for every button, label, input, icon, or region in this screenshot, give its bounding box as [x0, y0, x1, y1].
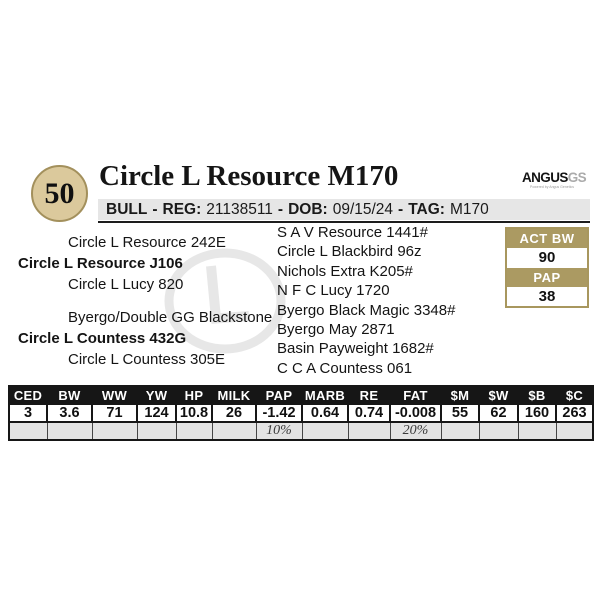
tag-label: TAG:	[408, 200, 445, 218]
great-grandparent-name: C C A Countess 061	[277, 359, 413, 377]
epd-percentile-row: 10% 20%	[8, 421, 594, 441]
epd-percentile-cell: 10%	[255, 421, 303, 441]
epd-percentile-cell	[8, 421, 48, 441]
epd-header-cell: FAT	[389, 385, 442, 405]
epd-value-cell: 124	[136, 403, 177, 423]
stats-box: ACT BW 90 PAP 38	[505, 227, 589, 308]
epd-value-cell: 10.8	[175, 403, 213, 423]
great-grandparent-name: Circle L Blackbird 96z	[277, 243, 422, 261]
epd-percentile-cell	[347, 421, 391, 441]
pap-label: PAP	[507, 267, 587, 287]
epd-percentile-cell	[46, 421, 93, 441]
epd-percentile-cell	[91, 421, 138, 441]
tag-value: M170	[449, 200, 489, 218]
epd-header-cell: RE	[347, 385, 391, 405]
epd-value-cell: 26	[211, 403, 257, 423]
epd-header-cell: $W	[478, 385, 519, 405]
great-grandparent-name: Byergo Black Magic 3348#	[277, 301, 456, 319]
lot-number: 50	[44, 176, 75, 210]
epd-percentile-cell	[478, 421, 519, 441]
registration-info-bar: BULL - REG: 21138511 - DOB: 09/15/24 - T…	[98, 199, 590, 220]
epd-percentile-cell	[555, 421, 594, 441]
epd-value-cell: 0.74	[347, 403, 391, 423]
epd-percentile-cell	[440, 421, 480, 441]
angus-gs-wordmark: ANGUSGS	[522, 170, 587, 185]
epd-value-cell: 3	[8, 403, 48, 423]
angus-wordmark: ANGUS	[522, 170, 568, 185]
epd-value-row: 3 3.6 71 124 10.8 26 -1.42 0.64 0.74 -0.…	[8, 403, 594, 423]
great-grandparent-name: S A V Resource 1441#	[277, 224, 428, 241]
pap-value: 38	[507, 286, 587, 306]
dob-label: DOB:	[288, 200, 328, 218]
reg-label: REG:	[162, 200, 202, 218]
separator: -	[152, 200, 158, 218]
epd-header-cell: HP	[175, 385, 213, 405]
epd-value-cell: 71	[91, 403, 138, 423]
epd-header-cell: $M	[440, 385, 480, 405]
epd-value-cell: -1.42	[255, 403, 303, 423]
epd-value-cell: 160	[517, 403, 557, 423]
epd-header-cell: WW	[91, 385, 138, 405]
sire-name: Circle L Resource J106	[18, 255, 183, 272]
sire-granddam-name: Circle L Lucy 820	[68, 276, 184, 293]
great-grandparents-column: S A V Resource 1441# Circle L Blackbird …	[277, 223, 455, 378]
epd-header-row: CED BW WW YW HP MILK PAP MARB RE FAT $M …	[8, 385, 594, 405]
sex-label: BULL	[106, 200, 148, 218]
epd-percentile-cell	[301, 421, 349, 441]
great-grandparent-name: Byergo May 2871	[277, 321, 395, 339]
epd-value-cell: -0.008	[389, 403, 442, 423]
epd-value-cell: 0.64	[301, 403, 349, 423]
great-grandparent-name: N F C Lucy 1720	[277, 282, 390, 300]
epd-percentile-cell	[211, 421, 257, 441]
great-grandparent-name: Basin Payweight 1682#	[277, 340, 434, 358]
dam-granddam-name: Circle L Countess 305E	[68, 351, 226, 368]
header-divider	[98, 221, 590, 223]
epd-percentile-cell	[175, 421, 213, 441]
epd-percentile-cell	[136, 421, 177, 441]
epd-percentile-cell: 20%	[389, 421, 442, 441]
great-grandparent-name: Nichols Extra K205#	[277, 262, 413, 280]
epd-value-cell: 263	[555, 403, 594, 423]
reg-value: 21138511	[206, 200, 273, 218]
epd-header-cell: PAP	[255, 385, 303, 405]
separator: -	[277, 200, 284, 218]
lot-number-badge: 50	[31, 165, 88, 222]
gs-wordmark: GS	[567, 170, 587, 185]
epd-value-cell: 3.6	[46, 403, 93, 423]
epd-value-cell: 62	[478, 403, 519, 423]
epd-header-cell: CED	[8, 385, 48, 405]
act-bw-value: 90	[507, 248, 587, 268]
circle-l-watermark-icon	[164, 248, 286, 354]
act-bw-label: ACT BW	[507, 229, 587, 248]
sire-grandsire-name: Circle L Resource 242E	[68, 234, 226, 251]
epd-value-cell: 55	[440, 403, 480, 423]
epd-header-cell: MILK	[211, 385, 257, 405]
dam-grandsire-name: Byergo/Double GG Blackstone	[68, 309, 273, 326]
angus-gs-tagline: Powered by Angus Genetics	[530, 185, 574, 189]
epd-table: CED BW WW YW HP MILK PAP MARB RE FAT $M …	[8, 385, 594, 441]
angus-gs-logo: ANGUSGS Powered by Angus Genetics	[522, 170, 587, 189]
epd-percentile-cell	[517, 421, 557, 441]
epd-header-cell: YW	[136, 385, 177, 405]
epd-header-cell: $C	[555, 385, 594, 405]
epd-header-cell: MARB	[301, 385, 349, 405]
page-title: Circle L Resource M170	[99, 160, 399, 192]
dob-value: 09/15/24	[332, 200, 394, 218]
epd-header-cell: $B	[517, 385, 557, 405]
dam-name: Circle L Countess 432G	[18, 330, 187, 347]
epd-header-cell: BW	[46, 385, 93, 405]
separator: -	[398, 200, 404, 218]
